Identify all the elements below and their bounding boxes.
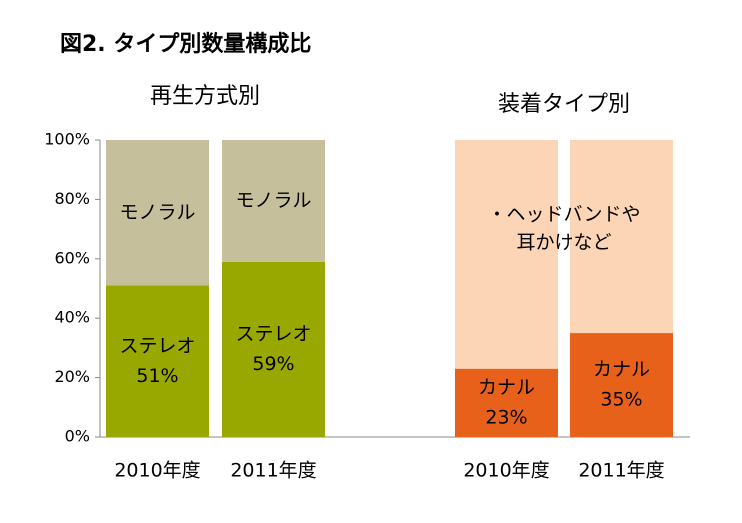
- y-tick-label: 100%: [44, 130, 90, 149]
- data-label: カナル 23%: [478, 376, 535, 428]
- data-label: モノラル: [119, 201, 195, 223]
- bar-segment: [455, 140, 558, 369]
- data-label: カナル 35%: [593, 359, 650, 411]
- x-tick-label: 2011年度: [578, 460, 664, 482]
- bar-segment: [570, 333, 673, 437]
- data-label: ステレオ 51%: [119, 335, 195, 387]
- y-tick-label: 0%: [65, 427, 90, 446]
- bar-segment: [106, 140, 209, 286]
- data-label: モノラル: [235, 189, 311, 211]
- bar-segment: [222, 261, 325, 437]
- x-tick-label: 2010年度: [114, 460, 200, 482]
- group-title-wearing-type: 装着タイプ別: [498, 92, 631, 117]
- bar-segment: [570, 140, 673, 334]
- group-title-playback: 再生方式別: [150, 84, 261, 109]
- bar-segment: [106, 285, 209, 437]
- figure-title: 図2. タイプ別数量構成比: [60, 32, 312, 57]
- bar-segment: [455, 368, 558, 437]
- x-tick-label: 2011年度: [230, 460, 316, 482]
- data-label: ・ヘッドバンドや耳かけなど: [488, 204, 641, 254]
- y-tick-label: 60%: [54, 248, 90, 267]
- data-label: ステレオ 59%: [235, 323, 311, 375]
- x-tick-label: 2010年度: [463, 460, 549, 482]
- bar-segment: [222, 140, 325, 262]
- y-tick-label: 40%: [54, 308, 90, 327]
- y-tick-label: 20%: [54, 367, 90, 386]
- y-tick-label: 80%: [54, 189, 90, 208]
